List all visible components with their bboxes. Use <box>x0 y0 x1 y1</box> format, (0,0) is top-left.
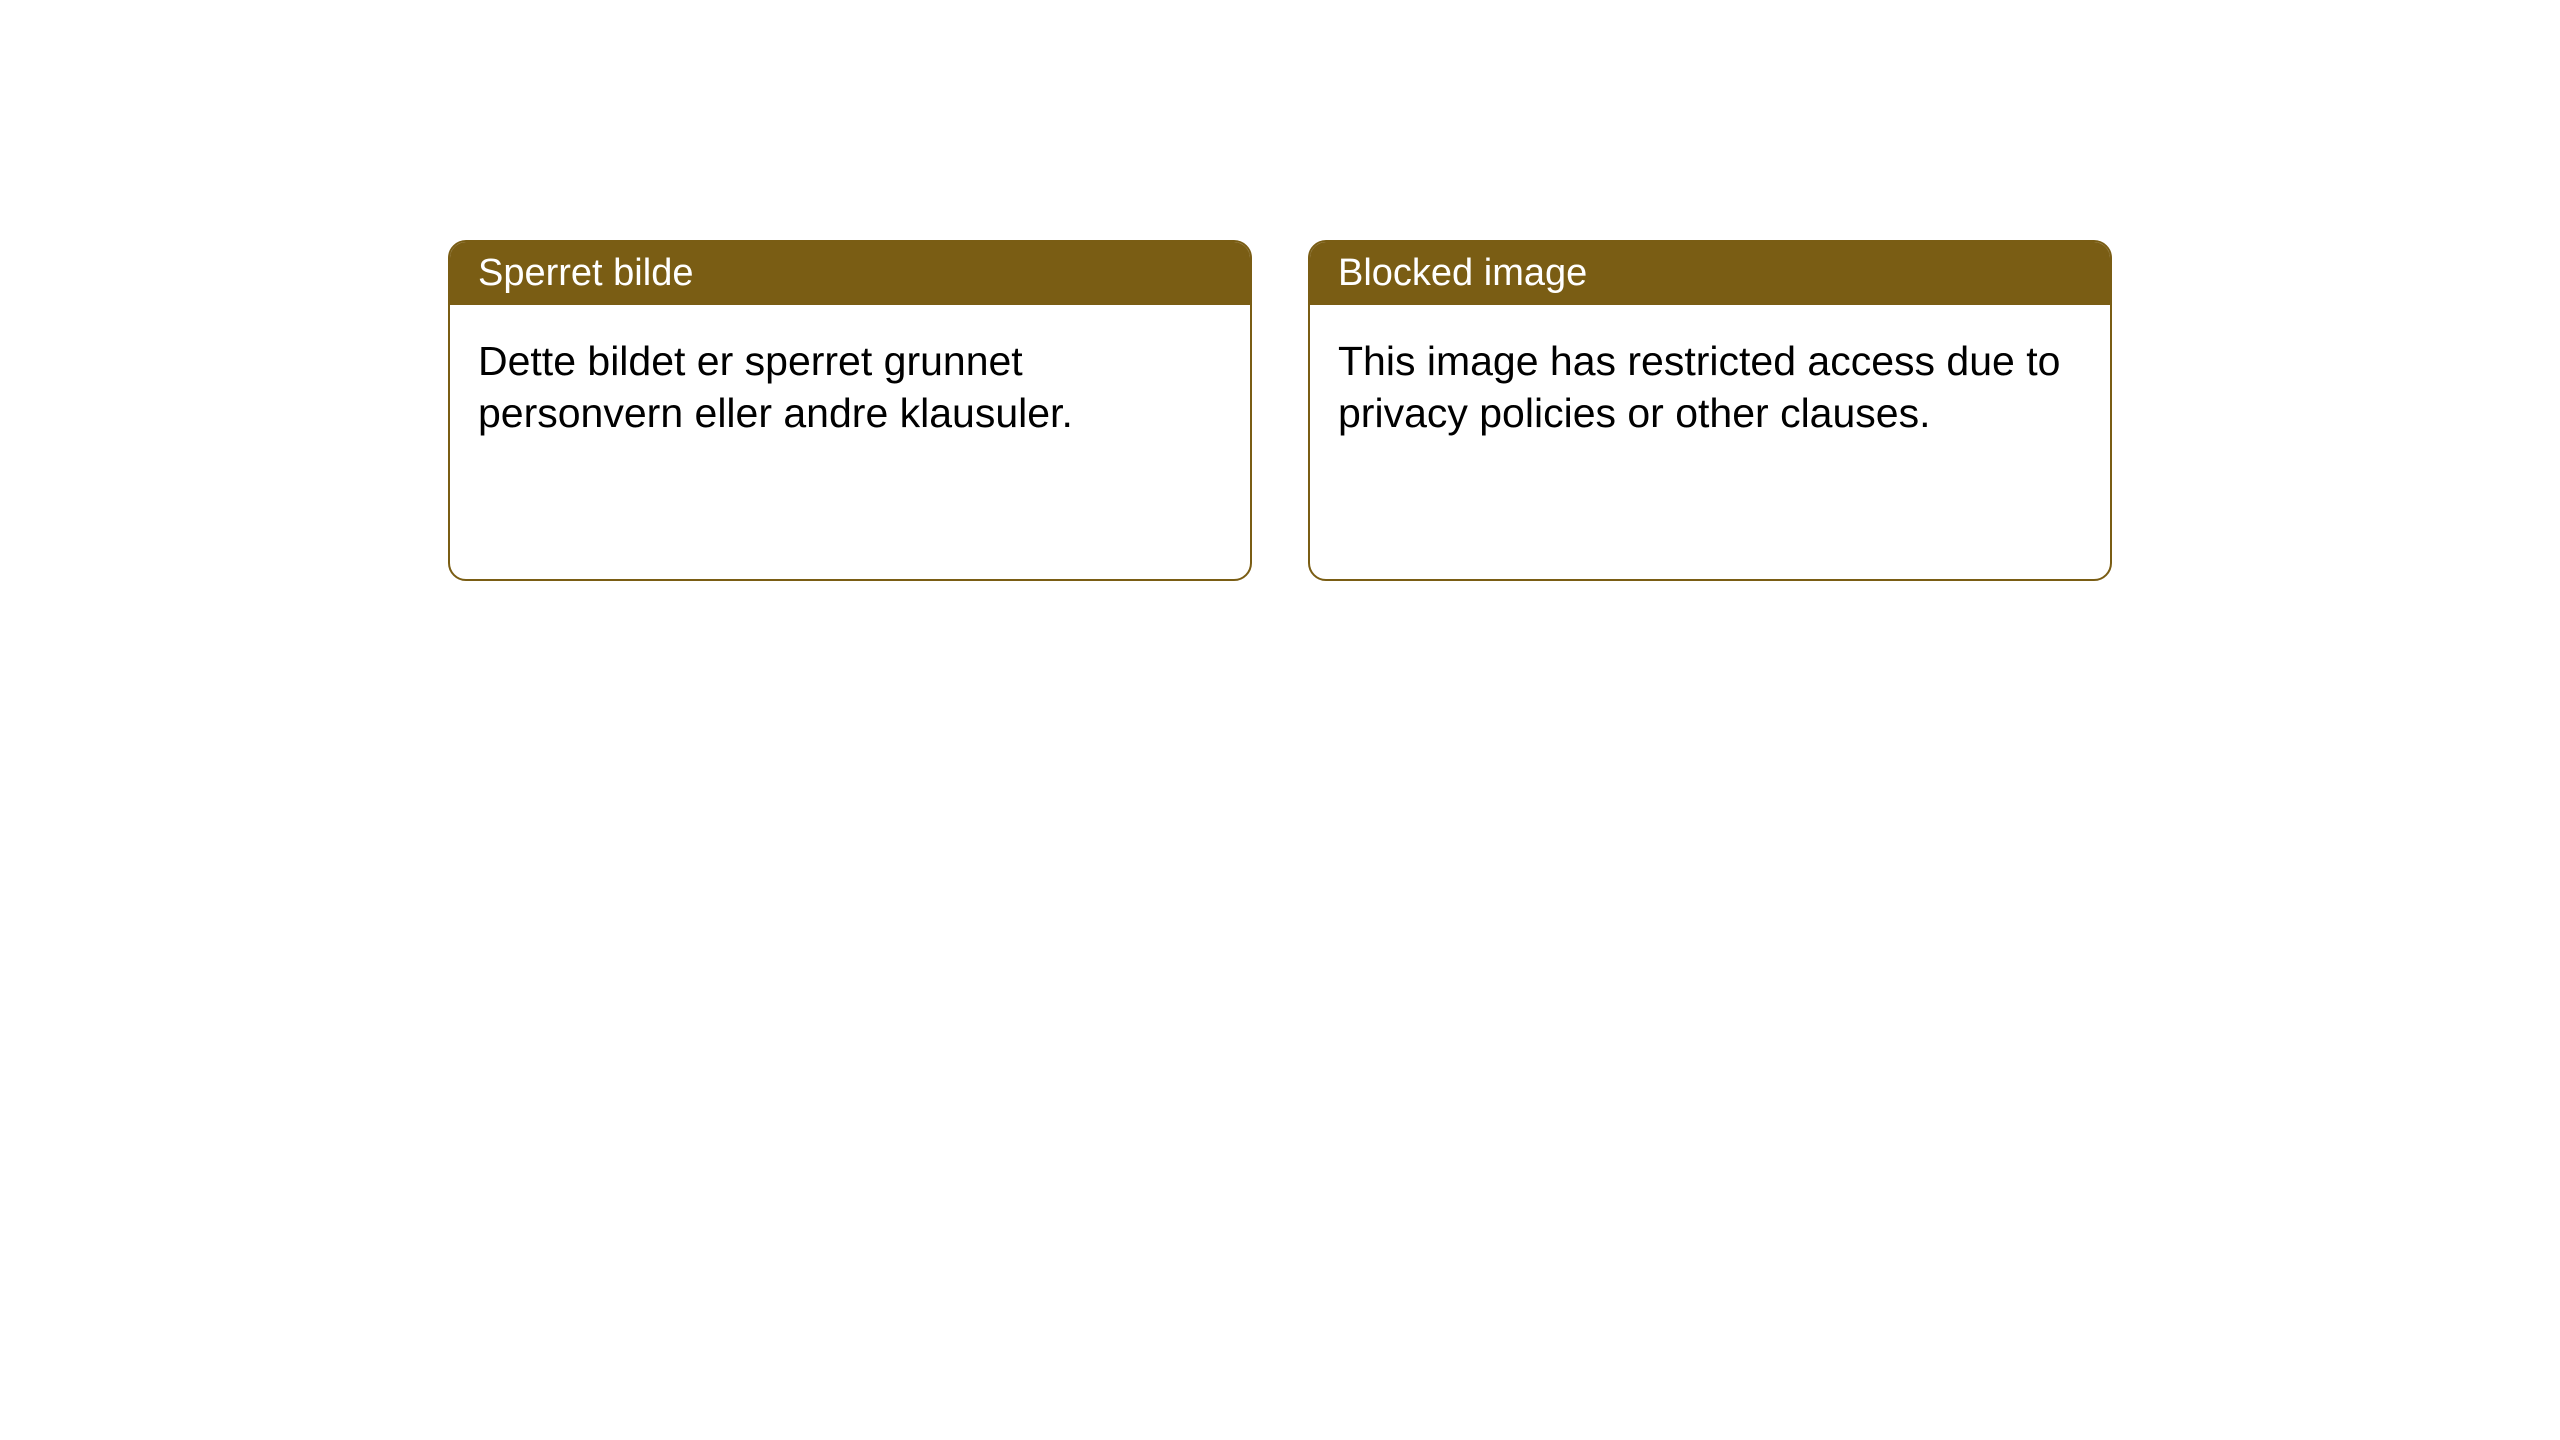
card-body: This image has restricted access due to … <box>1310 305 2110 579</box>
card-title: Blocked image <box>1338 252 1587 294</box>
card-body: Dette bildet er sperret grunnet personve… <box>450 305 1250 579</box>
card-body-text: This image has restricted access due to … <box>1338 338 2060 436</box>
notice-card-norwegian: Sperret bilde Dette bildet er sperret gr… <box>448 240 1252 581</box>
notice-cards-container: Sperret bilde Dette bildet er sperret gr… <box>448 240 2112 581</box>
notice-card-english: Blocked image This image has restricted … <box>1308 240 2112 581</box>
card-body-text: Dette bildet er sperret grunnet personve… <box>478 338 1073 436</box>
card-header: Sperret bilde <box>450 242 1250 305</box>
card-title: Sperret bilde <box>478 252 693 294</box>
card-header: Blocked image <box>1310 242 2110 305</box>
